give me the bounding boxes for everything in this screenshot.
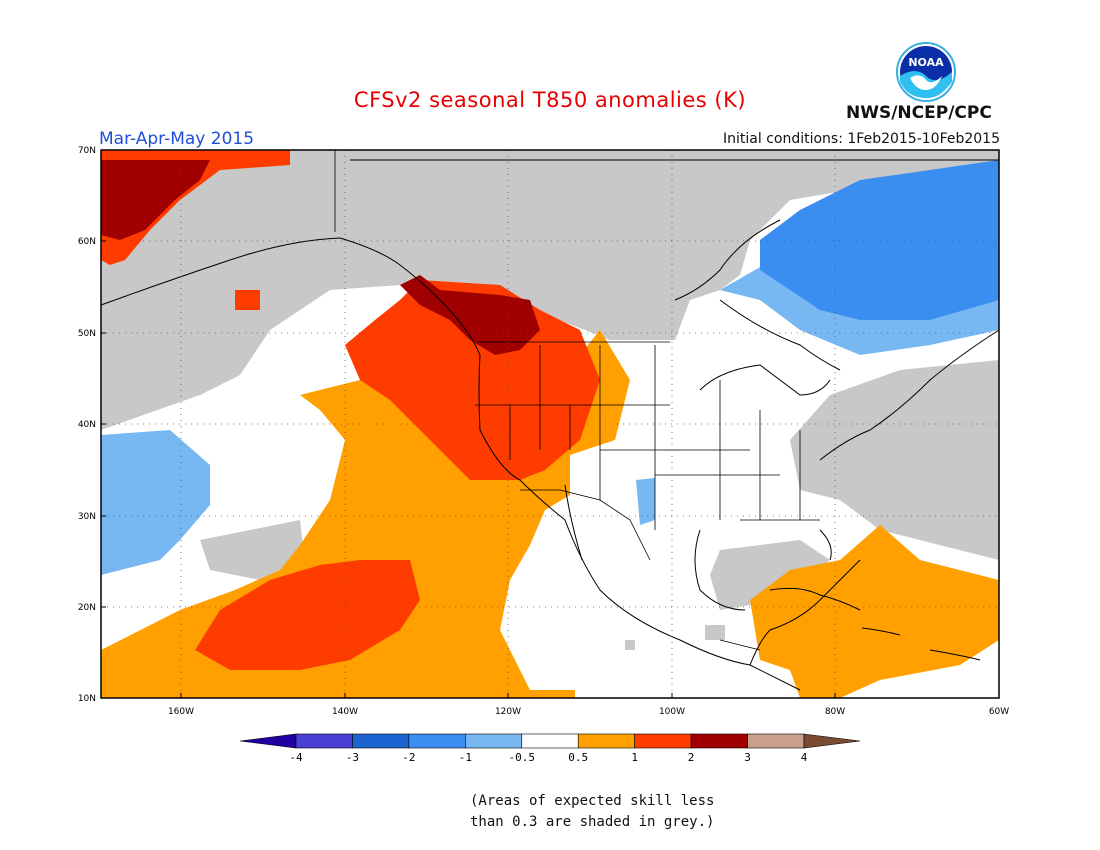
legend-swatch xyxy=(352,733,410,749)
lat-label: 70N xyxy=(78,146,96,156)
noaa-logo-icon: NOAA xyxy=(896,42,956,102)
legend-tick-label: -3 xyxy=(346,751,359,764)
legend-swatch xyxy=(521,733,579,749)
legend-swatch xyxy=(465,733,523,749)
legend-tick-label: -2 xyxy=(402,751,415,764)
legend-tick-label: 0.5 xyxy=(568,751,588,764)
legend-swatch xyxy=(577,733,635,749)
legend-tick-label: 1 xyxy=(631,751,638,764)
map-title: CFSv2 seasonal T850 anomalies (K) xyxy=(353,88,747,112)
lat-label: 10N xyxy=(78,694,96,704)
low-skill-regions xyxy=(101,150,999,650)
lon-label: 100W xyxy=(659,707,685,717)
lat-label: 30N xyxy=(78,512,96,522)
legend-swatch xyxy=(634,733,692,749)
legend-tick-label: -0.5 xyxy=(509,751,536,764)
legend-tick-label: -4 xyxy=(289,751,303,764)
lat-label: 50N xyxy=(78,329,96,339)
skill-note-line1: (Areas of expected skill less xyxy=(470,793,715,809)
lon-label: 140W xyxy=(332,707,358,717)
legend-tick-label: 4 xyxy=(801,751,808,764)
coastlines xyxy=(100,159,1000,691)
longitude-labels: 160W 140W 120W 100W 80W 60W xyxy=(168,707,1009,717)
legend-swatch xyxy=(295,733,353,749)
political-borders xyxy=(334,150,820,651)
lat-label: 40N xyxy=(78,420,96,430)
lon-label: 80W xyxy=(825,707,845,717)
initial-conditions: Initial conditions: 1Feb2015-10Feb2015 xyxy=(723,131,1000,147)
legend-swatch xyxy=(690,733,748,749)
lon-label: 60W xyxy=(989,707,1009,717)
legend-arrow-low xyxy=(239,733,297,749)
latitude-labels: 70N 60N 50N 40N 30N 20N 10N xyxy=(78,146,96,704)
forecast-period: Mar-Apr-May 2015 xyxy=(99,129,255,149)
cool-anomaly-blue xyxy=(760,160,999,320)
legend-tick-label: 3 xyxy=(744,751,751,764)
legend-tick-label: 2 xyxy=(688,751,695,764)
axis-ticks xyxy=(101,149,1000,699)
legend-tick-label: -1 xyxy=(459,751,472,764)
lon-label: 120W xyxy=(495,707,521,717)
logo-text: NOAA xyxy=(908,56,944,69)
legend-swatch xyxy=(408,733,466,749)
legend-swatch xyxy=(747,733,805,749)
lat-label: 60N xyxy=(78,237,96,247)
legend-arrow-high xyxy=(803,733,861,749)
lon-label: 160W xyxy=(168,707,194,717)
color-legend: -4 -3 -2 -1 -0.5 0.5 1 2 3 4 xyxy=(239,733,861,764)
agency-label: NWS/NCEP/CPC xyxy=(846,103,992,123)
graticule xyxy=(101,150,999,698)
skill-note-line2: than 0.3 are shaded in grey.) xyxy=(470,814,715,830)
skill-note: (Areas of expected skill less than 0.3 a… xyxy=(470,791,730,833)
lat-label: 20N xyxy=(78,603,96,613)
